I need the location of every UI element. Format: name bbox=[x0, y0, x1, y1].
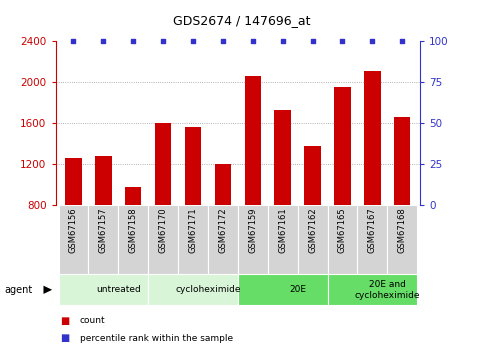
Bar bbox=[238, 205, 268, 274]
Point bbox=[219, 39, 227, 44]
Text: GDS2674 / 147696_at: GDS2674 / 147696_at bbox=[173, 14, 310, 27]
Bar bbox=[118, 205, 148, 274]
Point bbox=[159, 39, 167, 44]
Bar bbox=[357, 205, 387, 274]
Polygon shape bbox=[43, 286, 52, 294]
Text: GSM67165: GSM67165 bbox=[338, 207, 347, 253]
Text: GSM67168: GSM67168 bbox=[398, 207, 407, 253]
Text: count: count bbox=[80, 316, 105, 325]
Text: GSM67157: GSM67157 bbox=[99, 207, 108, 253]
Bar bbox=[95, 156, 112, 205]
Text: untreated: untreated bbox=[96, 285, 141, 294]
Text: GSM67171: GSM67171 bbox=[188, 207, 198, 253]
Text: cycloheximide: cycloheximide bbox=[175, 285, 241, 294]
Bar bbox=[327, 205, 357, 274]
Bar bbox=[394, 117, 411, 205]
Bar bbox=[125, 187, 142, 205]
Bar bbox=[58, 205, 88, 274]
Text: GSM67162: GSM67162 bbox=[308, 207, 317, 253]
Point bbox=[189, 39, 197, 44]
Text: GSM67158: GSM67158 bbox=[129, 207, 138, 253]
Point bbox=[279, 39, 286, 44]
Point bbox=[99, 39, 107, 44]
Bar bbox=[387, 205, 417, 274]
Bar bbox=[298, 205, 327, 274]
Bar bbox=[148, 274, 238, 305]
Text: ■: ■ bbox=[60, 316, 70, 326]
Text: GSM67161: GSM67161 bbox=[278, 207, 287, 253]
Bar bbox=[208, 205, 238, 274]
Point bbox=[70, 39, 77, 44]
Point bbox=[249, 39, 256, 44]
Text: GSM67167: GSM67167 bbox=[368, 207, 377, 253]
Text: 20E: 20E bbox=[289, 285, 306, 294]
Bar bbox=[185, 127, 201, 205]
Point bbox=[369, 39, 376, 44]
Text: ■: ■ bbox=[60, 333, 70, 343]
Point bbox=[339, 39, 346, 44]
Bar bbox=[148, 205, 178, 274]
Text: percentile rank within the sample: percentile rank within the sample bbox=[80, 334, 233, 343]
Text: GSM67159: GSM67159 bbox=[248, 207, 257, 253]
Point bbox=[309, 39, 316, 44]
Point bbox=[398, 39, 406, 44]
Bar bbox=[65, 158, 82, 205]
Text: GSM67172: GSM67172 bbox=[218, 207, 227, 253]
Bar bbox=[215, 164, 231, 205]
Text: agent: agent bbox=[5, 285, 33, 295]
Bar bbox=[155, 123, 171, 205]
Text: GSM67156: GSM67156 bbox=[69, 207, 78, 253]
Bar bbox=[327, 274, 417, 305]
Bar bbox=[334, 88, 351, 205]
Point bbox=[129, 39, 137, 44]
Bar bbox=[268, 205, 298, 274]
Bar bbox=[244, 76, 261, 205]
Bar bbox=[304, 146, 321, 205]
Bar bbox=[88, 205, 118, 274]
Bar bbox=[274, 110, 291, 205]
Bar bbox=[58, 274, 148, 305]
Text: GSM67170: GSM67170 bbox=[158, 207, 168, 253]
Text: 20E and
cycloheximide: 20E and cycloheximide bbox=[355, 280, 420, 299]
Bar bbox=[238, 274, 327, 305]
Bar bbox=[178, 205, 208, 274]
Bar bbox=[364, 71, 381, 205]
